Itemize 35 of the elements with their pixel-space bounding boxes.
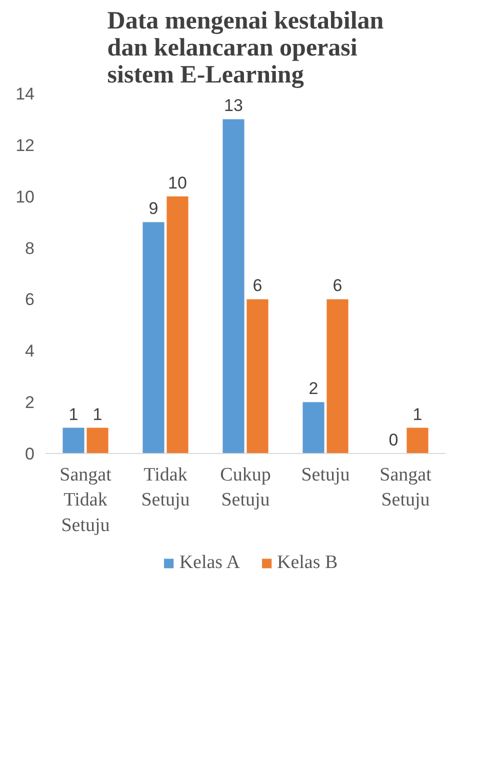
bar	[142, 222, 164, 454]
y-tick-label: 8	[25, 238, 35, 258]
data-label: 1	[412, 404, 422, 424]
data-label: 9	[148, 199, 158, 218]
data-label: 0	[388, 430, 398, 450]
data-label: 1	[68, 404, 78, 424]
bar	[222, 119, 244, 454]
data-label: 1	[92, 404, 102, 424]
chart-title: Data mengenai kestabilan dan kelancaran operasi sistem E-Learning	[107, 8, 384, 88]
legend-label: Kelas A	[179, 552, 240, 574]
y-tick-label: 2	[25, 393, 35, 412]
data-label: 2	[308, 379, 318, 398]
bar	[406, 428, 428, 454]
x-tick-label: Setuju	[301, 464, 350, 486]
bar	[86, 428, 108, 454]
y-tick-label: 6	[25, 290, 35, 310]
bar	[62, 428, 84, 454]
bar	[326, 299, 348, 454]
data-label: 6	[332, 276, 342, 296]
y-tick-label: 0	[25, 444, 35, 464]
x-tick-label: Sangat Tidak Setuju	[60, 464, 112, 536]
y-tick-label: 12	[16, 136, 35, 155]
x-tick-label: Sangat Setuju	[380, 464, 432, 511]
x-tick-label: Tidak Setuju	[141, 464, 190, 511]
y-tick-label: 10	[16, 187, 35, 206]
x-tick-label: Cukup Setuju	[220, 464, 271, 511]
y-tick-label: 4	[25, 342, 35, 361]
bar	[302, 402, 324, 454]
y-tick-label: 14	[16, 84, 35, 104]
bar	[246, 299, 268, 454]
data-label: 6	[252, 276, 262, 296]
legend-label: Kelas B	[277, 552, 338, 574]
bar	[166, 196, 188, 454]
data-label: 13	[224, 96, 243, 116]
data-label: 10	[168, 173, 187, 192]
